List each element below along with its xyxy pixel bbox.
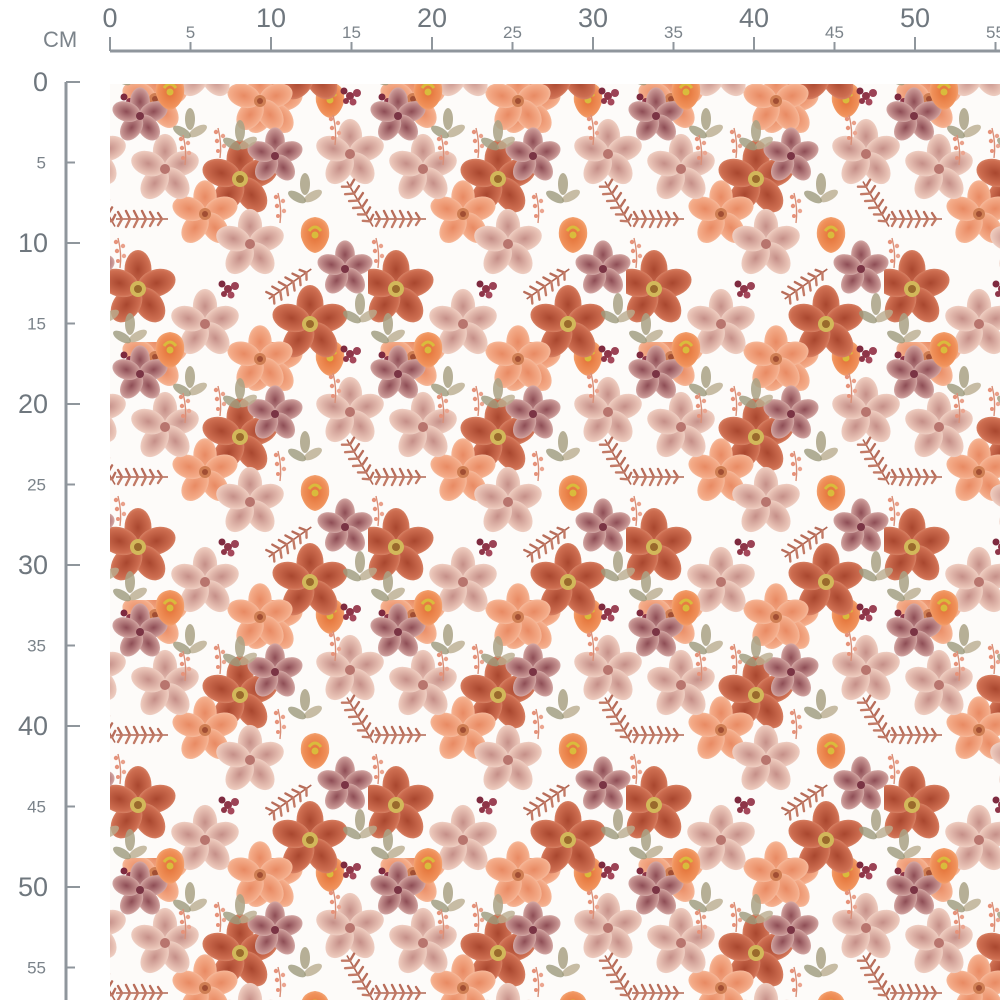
vertical-tick-label: 5 (37, 154, 46, 173)
horizontal-tick-label: 5 (186, 23, 195, 42)
horizontal-tick-label: 50 (900, 3, 930, 33)
horizontal-tick-label: 25 (503, 23, 522, 42)
vertical-tick-label: 25 (27, 476, 46, 495)
vertical-tick-label: 20 (18, 389, 48, 419)
vertical-tick-label: 55 (27, 959, 46, 978)
horizontal-tick-label: 40 (739, 3, 769, 33)
horizontal-tick-label: 20 (417, 3, 447, 33)
vertical-tick-label: 50 (18, 872, 48, 902)
vertical-tick-label: 40 (18, 711, 48, 741)
horizontal-tick-label: 35 (664, 23, 683, 42)
horizontal-tick-label: 10 (256, 3, 286, 33)
vertical-tick-label: 30 (18, 550, 48, 580)
vertical-tick-label: 45 (27, 798, 46, 817)
horizontal-tick-label: 30 (578, 3, 608, 33)
vertical-tick-label: 35 (27, 637, 46, 656)
horizontal-tick-label: 15 (342, 23, 361, 42)
vertical-tick-label: 10 (18, 228, 48, 258)
unit-label: CM (43, 27, 77, 52)
fabric-swatch (110, 84, 1000, 1000)
floral-pattern (110, 84, 1000, 1000)
vertical-tick-label: 15 (27, 315, 46, 334)
vertical-tick-label: 0 (33, 67, 48, 97)
horizontal-tick-label: 55 (986, 23, 1000, 42)
horizontal-tick-label: 45 (825, 23, 844, 42)
horizontal-tick-label: 0 (102, 3, 117, 33)
